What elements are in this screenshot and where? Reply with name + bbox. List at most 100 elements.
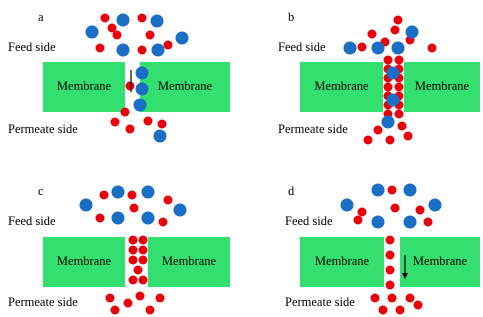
- red-molecule: [156, 294, 165, 303]
- red-molecule: [414, 301, 423, 310]
- red-molecule: [388, 186, 397, 195]
- red-molecule: [139, 236, 148, 245]
- red-molecule: [106, 294, 115, 303]
- red-molecule: [404, 132, 413, 141]
- red-molecule: [391, 204, 400, 213]
- red-molecule: [126, 82, 135, 91]
- red-molecule: [138, 46, 147, 55]
- permeate-label: Permeate side: [8, 295, 78, 309]
- blue-molecule: [372, 42, 385, 55]
- red-molecule: [364, 136, 373, 145]
- red-molecule: [130, 204, 139, 213]
- red-molecule: [416, 206, 425, 215]
- membrane-label: Membrane: [158, 79, 213, 93]
- permeate-label: Permeate side: [285, 295, 355, 309]
- red-molecule: [371, 294, 380, 303]
- red-molecule: [158, 120, 167, 129]
- red-molecule: [354, 216, 363, 225]
- blue-molecule: [382, 116, 395, 129]
- membrane-label: Membrane: [413, 254, 468, 268]
- red-molecule: [139, 246, 148, 255]
- membrane-label: Membrane: [162, 254, 217, 268]
- red-molecule: [139, 256, 148, 265]
- red-molecule: [358, 208, 367, 217]
- red-molecule: [144, 117, 153, 126]
- diagram: Membrane Membrane a Feed side Permeate side M…: [0, 0, 483, 317]
- red-molecule: [96, 214, 105, 223]
- membrane-label: Membrane: [415, 79, 470, 93]
- red-molecule: [398, 122, 407, 131]
- blue-molecule: [429, 199, 442, 212]
- blue-molecule: [142, 212, 155, 225]
- red-molecule: [395, 56, 404, 65]
- red-molecule: [386, 236, 395, 245]
- blue-molecule: [134, 99, 147, 112]
- red-molecule: [386, 251, 395, 260]
- red-molecule: [379, 306, 388, 315]
- red-molecule: [395, 110, 404, 119]
- red-molecule: [111, 118, 120, 127]
- red-molecule: [111, 306, 120, 315]
- red-molecule: [159, 218, 168, 227]
- red-molecule: [428, 44, 437, 53]
- red-molecule: [101, 14, 110, 23]
- membrane-label: Membrane: [315, 254, 370, 268]
- membrane-label: Membrane: [57, 79, 112, 93]
- blue-molecule: [404, 184, 417, 197]
- feed-label: Feed side: [278, 40, 326, 54]
- feed-label: Feed side: [8, 214, 56, 228]
- red-molecule: [124, 299, 133, 308]
- red-molecule: [129, 246, 138, 255]
- blue-molecule: [136, 83, 149, 96]
- blue-molecule: [372, 216, 385, 229]
- red-molecule: [164, 196, 173, 205]
- red-molecule: [386, 136, 395, 145]
- blue-molecule: [117, 44, 130, 57]
- red-molecule: [126, 125, 135, 134]
- red-molecule: [139, 276, 148, 285]
- red-molecule: [386, 281, 395, 290]
- red-molecule: [100, 191, 109, 200]
- blue-molecule: [86, 26, 99, 39]
- blue-molecule: [387, 94, 400, 107]
- red-molecule: [386, 266, 395, 275]
- blue-molecule: [152, 44, 165, 57]
- blue-molecule: [344, 42, 357, 55]
- feed-label: Feed side: [8, 40, 56, 54]
- blue-molecule: [117, 14, 130, 27]
- blue-molecule: [112, 186, 125, 199]
- red-molecule: [136, 292, 145, 301]
- red-molecule: [384, 83, 393, 92]
- red-molecule: [394, 16, 403, 25]
- blue-molecule: [372, 184, 385, 197]
- red-molecule: [146, 306, 155, 315]
- red-molecule: [164, 41, 173, 50]
- blue-molecule: [80, 199, 93, 212]
- panel-label: b: [288, 10, 294, 24]
- membrane-label: Membrane: [57, 254, 112, 268]
- red-molecule: [374, 126, 383, 135]
- red-molecule: [138, 14, 147, 23]
- blue-molecule: [142, 186, 155, 199]
- red-molecule: [129, 256, 138, 265]
- red-molecule: [368, 30, 377, 39]
- blue-molecule: [341, 199, 354, 212]
- red-molecule: [391, 26, 400, 35]
- red-molecule: [146, 31, 155, 40]
- red-molecule: [406, 294, 415, 303]
- panel-label: c: [38, 184, 44, 198]
- blue-molecule: [392, 42, 405, 55]
- blue-molecule: [154, 130, 167, 143]
- red-molecule: [96, 44, 105, 53]
- red-molecule: [395, 83, 404, 92]
- red-molecule: [424, 218, 433, 227]
- blue-molecule: [112, 212, 125, 225]
- blue-molecule: [387, 67, 400, 80]
- panel-label: a: [38, 10, 44, 24]
- blue-molecule: [136, 67, 149, 80]
- red-molecule: [134, 266, 143, 275]
- feed-label: Feed side: [285, 214, 333, 228]
- membrane-label: Membrane: [314, 79, 369, 93]
- panel-label: d: [288, 184, 295, 198]
- blue-molecule: [151, 15, 164, 28]
